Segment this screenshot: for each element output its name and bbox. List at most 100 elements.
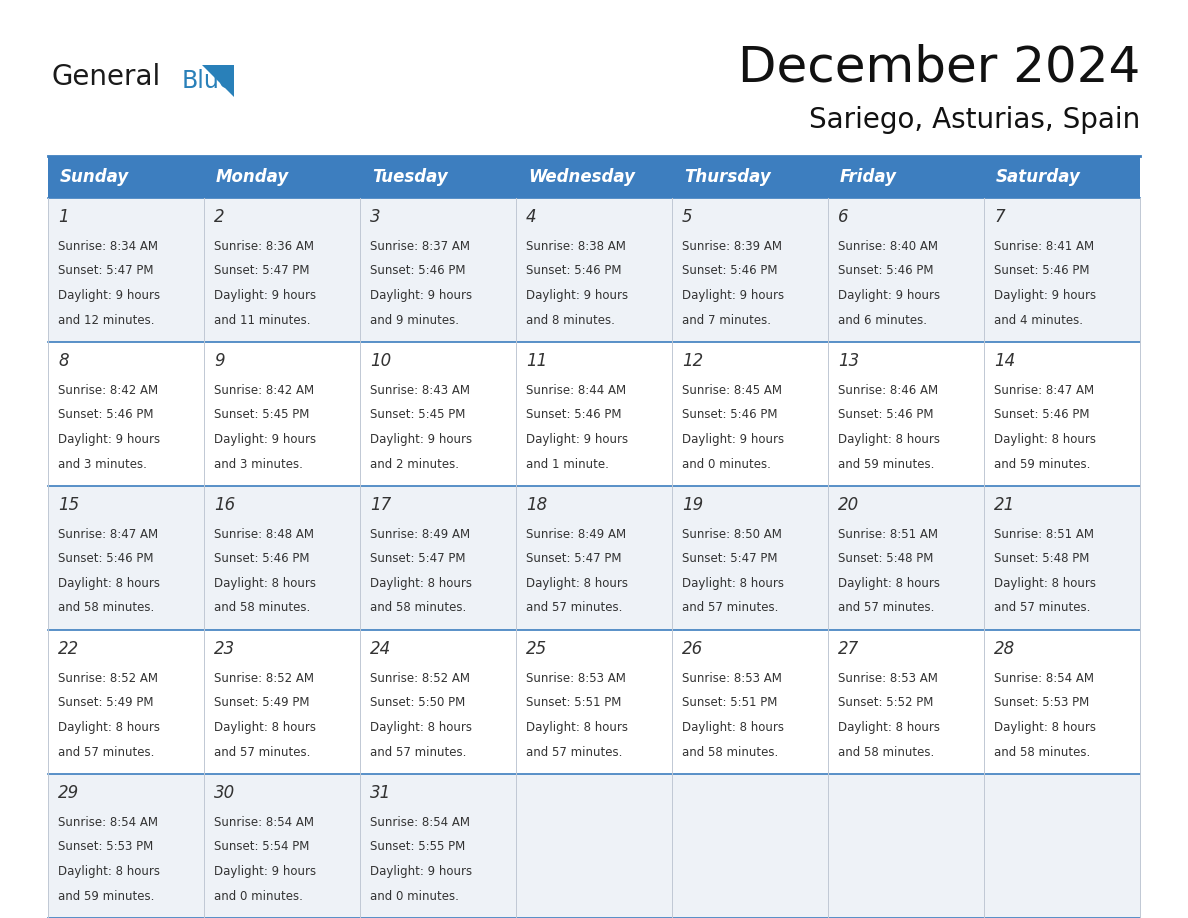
Bar bbox=[672, 198, 828, 342]
Text: Sunrise: 8:54 AM: Sunrise: 8:54 AM bbox=[994, 672, 1094, 685]
Text: and 3 minutes.: and 3 minutes. bbox=[58, 457, 147, 471]
Text: Daylight: 8 hours: Daylight: 8 hours bbox=[526, 577, 628, 590]
Text: Saturday: Saturday bbox=[996, 168, 1081, 186]
Text: 11: 11 bbox=[526, 352, 548, 370]
Text: Daylight: 8 hours: Daylight: 8 hours bbox=[369, 577, 472, 590]
Text: Sunset: 5:49 PM: Sunset: 5:49 PM bbox=[58, 697, 153, 710]
Bar bbox=[828, 774, 984, 918]
Text: and 58 minutes.: and 58 minutes. bbox=[369, 601, 466, 614]
Text: and 57 minutes.: and 57 minutes. bbox=[682, 601, 778, 614]
Text: 26: 26 bbox=[682, 640, 703, 658]
Text: 17: 17 bbox=[369, 496, 391, 514]
Bar bbox=[984, 486, 1140, 630]
Bar bbox=[48, 486, 204, 630]
Bar bbox=[984, 156, 1140, 198]
Text: Sunrise: 8:52 AM: Sunrise: 8:52 AM bbox=[58, 672, 158, 685]
Text: Sunset: 5:51 PM: Sunset: 5:51 PM bbox=[682, 697, 777, 710]
Text: Sunset: 5:54 PM: Sunset: 5:54 PM bbox=[214, 841, 309, 854]
Bar bbox=[204, 630, 360, 774]
Text: 7: 7 bbox=[994, 208, 1005, 226]
Bar bbox=[516, 342, 672, 486]
Text: 24: 24 bbox=[369, 640, 391, 658]
Bar bbox=[48, 198, 204, 342]
Text: Daylight: 9 hours: Daylight: 9 hours bbox=[526, 289, 628, 302]
Text: and 57 minutes.: and 57 minutes. bbox=[526, 601, 623, 614]
Text: and 58 minutes.: and 58 minutes. bbox=[838, 745, 934, 758]
Text: 6: 6 bbox=[838, 208, 848, 226]
Text: 28: 28 bbox=[994, 640, 1016, 658]
Bar bbox=[984, 774, 1140, 918]
Text: Daylight: 9 hours: Daylight: 9 hours bbox=[214, 433, 316, 446]
Text: 13: 13 bbox=[838, 352, 859, 370]
Text: Daylight: 9 hours: Daylight: 9 hours bbox=[58, 433, 160, 446]
Text: Daylight: 9 hours: Daylight: 9 hours bbox=[214, 865, 316, 878]
Text: 4: 4 bbox=[526, 208, 537, 226]
Text: Sunset: 5:46 PM: Sunset: 5:46 PM bbox=[214, 553, 310, 565]
Text: and 58 minutes.: and 58 minutes. bbox=[214, 601, 310, 614]
Text: and 4 minutes.: and 4 minutes. bbox=[994, 314, 1083, 327]
Text: 16: 16 bbox=[214, 496, 235, 514]
Polygon shape bbox=[202, 65, 234, 97]
Text: Sunset: 5:46 PM: Sunset: 5:46 PM bbox=[682, 264, 777, 277]
Text: Sunset: 5:47 PM: Sunset: 5:47 PM bbox=[214, 264, 310, 277]
Text: 25: 25 bbox=[526, 640, 548, 658]
Text: Sunset: 5:46 PM: Sunset: 5:46 PM bbox=[369, 264, 466, 277]
Text: Sunrise: 8:43 AM: Sunrise: 8:43 AM bbox=[369, 384, 470, 397]
Text: 19: 19 bbox=[682, 496, 703, 514]
Text: Sunrise: 8:51 AM: Sunrise: 8:51 AM bbox=[994, 528, 1094, 541]
Text: Sunset: 5:46 PM: Sunset: 5:46 PM bbox=[526, 264, 621, 277]
Text: Sunrise: 8:53 AM: Sunrise: 8:53 AM bbox=[838, 672, 937, 685]
Text: Sunset: 5:47 PM: Sunset: 5:47 PM bbox=[369, 553, 466, 565]
Text: Sunrise: 8:47 AM: Sunrise: 8:47 AM bbox=[58, 528, 158, 541]
Text: Monday: Monday bbox=[216, 168, 289, 186]
Text: 14: 14 bbox=[994, 352, 1016, 370]
Text: Daylight: 8 hours: Daylight: 8 hours bbox=[58, 577, 160, 590]
Text: and 57 minutes.: and 57 minutes. bbox=[369, 745, 467, 758]
Text: Sunrise: 8:49 AM: Sunrise: 8:49 AM bbox=[526, 528, 626, 541]
Text: Sunset: 5:45 PM: Sunset: 5:45 PM bbox=[369, 409, 466, 421]
Text: Sunset: 5:48 PM: Sunset: 5:48 PM bbox=[838, 553, 934, 565]
Text: 22: 22 bbox=[58, 640, 80, 658]
Bar bbox=[516, 774, 672, 918]
Bar bbox=[360, 630, 516, 774]
Text: Daylight: 9 hours: Daylight: 9 hours bbox=[994, 289, 1097, 302]
Text: Daylight: 8 hours: Daylight: 8 hours bbox=[526, 721, 628, 734]
Bar bbox=[360, 198, 516, 342]
Text: and 8 minutes.: and 8 minutes. bbox=[526, 314, 615, 327]
Text: and 2 minutes.: and 2 minutes. bbox=[369, 457, 459, 471]
Text: and 7 minutes.: and 7 minutes. bbox=[682, 314, 771, 327]
Bar bbox=[204, 198, 360, 342]
Text: and 58 minutes.: and 58 minutes. bbox=[58, 601, 154, 614]
Text: Sunset: 5:47 PM: Sunset: 5:47 PM bbox=[682, 553, 777, 565]
Text: Sunrise: 8:45 AM: Sunrise: 8:45 AM bbox=[682, 384, 782, 397]
Text: Daylight: 9 hours: Daylight: 9 hours bbox=[526, 433, 628, 446]
Bar bbox=[204, 342, 360, 486]
Text: Daylight: 8 hours: Daylight: 8 hours bbox=[682, 721, 784, 734]
Text: and 0 minutes.: and 0 minutes. bbox=[369, 890, 459, 902]
Bar bbox=[48, 342, 204, 486]
Text: Tuesday: Tuesday bbox=[372, 168, 448, 186]
Text: Sunset: 5:51 PM: Sunset: 5:51 PM bbox=[526, 697, 621, 710]
Bar bbox=[204, 774, 360, 918]
Bar bbox=[984, 342, 1140, 486]
Text: Sunset: 5:46 PM: Sunset: 5:46 PM bbox=[526, 409, 621, 421]
Text: Sunset: 5:46 PM: Sunset: 5:46 PM bbox=[994, 264, 1089, 277]
Text: Sunset: 5:50 PM: Sunset: 5:50 PM bbox=[369, 697, 466, 710]
Bar bbox=[672, 486, 828, 630]
Text: Daylight: 8 hours: Daylight: 8 hours bbox=[994, 577, 1097, 590]
Text: Daylight: 8 hours: Daylight: 8 hours bbox=[994, 721, 1097, 734]
Text: and 57 minutes.: and 57 minutes. bbox=[214, 745, 310, 758]
Text: 9: 9 bbox=[214, 352, 225, 370]
Text: 5: 5 bbox=[682, 208, 693, 226]
Text: 18: 18 bbox=[526, 496, 548, 514]
Text: Daylight: 9 hours: Daylight: 9 hours bbox=[369, 289, 472, 302]
Text: Sariego, Asturias, Spain: Sariego, Asturias, Spain bbox=[809, 106, 1140, 134]
Text: Sunrise: 8:53 AM: Sunrise: 8:53 AM bbox=[682, 672, 782, 685]
Text: Daylight: 8 hours: Daylight: 8 hours bbox=[994, 433, 1097, 446]
Text: Sunset: 5:47 PM: Sunset: 5:47 PM bbox=[58, 264, 153, 277]
Text: Daylight: 8 hours: Daylight: 8 hours bbox=[838, 577, 940, 590]
Text: and 58 minutes.: and 58 minutes. bbox=[682, 745, 778, 758]
Text: General: General bbox=[52, 63, 162, 91]
Bar bbox=[984, 630, 1140, 774]
Bar bbox=[360, 486, 516, 630]
